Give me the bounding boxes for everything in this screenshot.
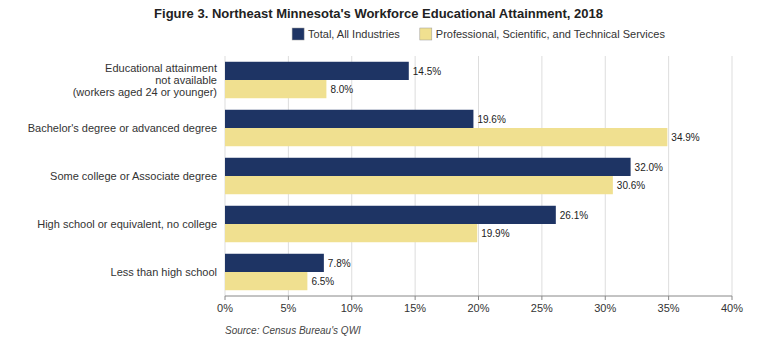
tick-label: 25% [531,302,553,314]
tick-label: 20% [467,302,489,314]
legend-swatch [292,28,304,40]
tick-mark [732,296,733,300]
data-label: 34.9% [671,132,699,143]
tick-label: 10% [341,302,363,314]
tick-mark [541,296,542,300]
tick-mark [351,296,352,300]
data-label: 7.8% [328,258,351,269]
category-label: Less than high school [111,266,217,278]
data-label: 19.9% [481,228,509,239]
tick-label: 15% [404,302,426,314]
category-label: High school or equivalent, no college [37,218,217,230]
bar [225,80,326,98]
tick-mark [478,296,479,300]
tick-label: 30% [594,302,616,314]
bar [225,128,667,146]
data-label: 19.6% [477,114,505,125]
tick-mark [288,296,289,300]
tick-label: 40% [721,302,743,314]
category-label-line: (workers aged 24 or younger) [73,86,217,98]
chart: Figure 3. Northeast Minnesota's Workforc… [0,0,757,342]
category-label: Some college or Associate degree [50,170,217,182]
x-axis-line [225,296,732,297]
tick-label: 0% [217,302,233,314]
data-label: 6.5% [311,276,334,287]
bar [225,206,556,224]
tick-label: 5% [280,302,296,314]
grid-line [668,56,669,296]
data-label: 32.0% [635,162,663,173]
category-label-line: Some college or Associate degree [50,170,217,182]
annotation: Source: Census Bureau's QWI [225,325,361,336]
category-label-line: Educational attainment [105,62,217,74]
data-label: 26.1% [560,210,588,221]
category-label-line: not available [155,74,217,86]
grid [225,56,732,296]
bar [225,254,324,272]
tick-label: 35% [658,302,680,314]
data-labels: 7.8% 6.5% 26.1% 19.9% 32.0% 30.6% 19.6% 34.9% 14… [311,66,699,287]
category-label-line: Bachelor's degree or advanced degree [28,122,217,134]
tick-mark [605,296,606,300]
data-label: 14.5% [413,66,441,77]
bar [225,272,307,290]
grid-line [732,56,733,296]
tick-mark [668,296,669,300]
legend-swatch [420,28,432,40]
bar [225,110,473,128]
category-label-line: High school or equivalent, no college [37,218,217,230]
legend: Total, All Industries Professional, Scien… [292,28,665,40]
tick-mark [415,296,416,300]
category-label-line: Less than high school [111,266,217,278]
legend-label: Total, All Industries [308,28,400,40]
bar [225,158,631,176]
bars [225,62,667,290]
bar [225,176,613,194]
bar [225,224,477,242]
tick-mark [225,296,226,300]
bar [225,62,409,80]
category-label: Bachelor's degree or advanced degree [28,122,217,134]
title: Figure 3. Northeast Minnesota's Workforc… [154,6,603,21]
legend-label: Professional, Scientific, and Technical … [436,28,666,40]
category-label: Educational attainmentnot available(work… [73,62,217,98]
data-label: 8.0% [330,84,353,95]
data-label: 30.6% [617,180,645,191]
